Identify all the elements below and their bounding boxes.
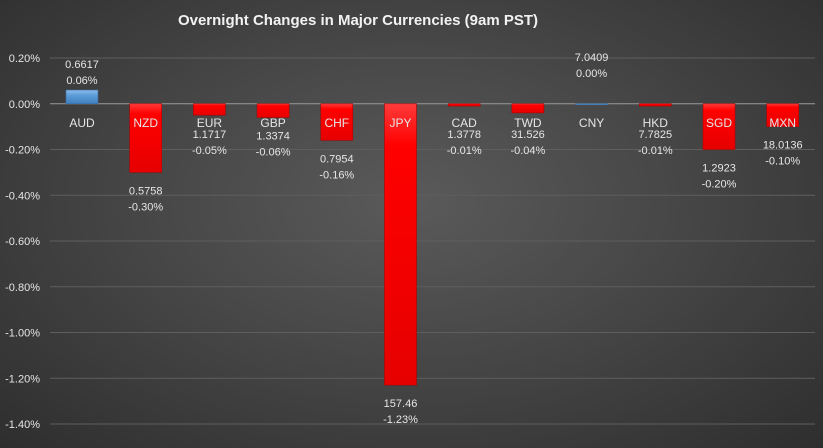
category-label: GBP	[260, 116, 285, 130]
rate-label: 7.7825	[638, 129, 672, 141]
category-label: SGD	[706, 116, 732, 130]
category-label: NZD	[133, 116, 158, 130]
value-label: -0.10%	[765, 156, 800, 168]
value-label: -0.04%	[510, 145, 545, 157]
rate-label: 1.3778	[447, 129, 481, 141]
chart-title: Overnight Changes in Major Currencies (9…	[178, 12, 538, 29]
bar-chf	[320, 103, 354, 141]
category-label: CAD	[452, 116, 478, 130]
value-label: -0.06%	[256, 146, 291, 158]
value-label: -0.16%	[319, 169, 354, 181]
rate-label: 18.0136	[763, 140, 803, 152]
bar-hkd	[638, 103, 672, 107]
y-tick-label: -0.60%	[5, 236, 40, 248]
rate-label: 157.46	[384, 398, 418, 410]
rate-label: 0.6617	[65, 59, 99, 71]
category-label: CNY	[579, 116, 604, 130]
rate-label: 0.7954	[320, 153, 354, 165]
category-label: EUR	[197, 116, 223, 130]
category-label: TWD	[514, 116, 542, 130]
rate-label: 1.1717	[193, 129, 227, 141]
value-label: -0.20%	[702, 179, 737, 191]
category-label: JPY	[389, 116, 411, 130]
y-tick-label: -1.00%	[5, 328, 40, 340]
bar-twd	[511, 103, 545, 114]
value-label: -0.30%	[128, 201, 163, 213]
y-tick-label: 0.20%	[9, 53, 40, 65]
category-label: AUD	[69, 116, 95, 130]
category-label: HKD	[643, 116, 669, 130]
bar-nzd	[129, 103, 162, 173]
y-tick-label: -1.20%	[5, 373, 40, 385]
rate-label: 1.3374	[256, 130, 290, 142]
bar-cad	[447, 103, 481, 107]
y-tick-label: 0.00%	[9, 99, 40, 111]
bar-sgd	[702, 103, 736, 150]
bar-jpy	[384, 103, 417, 386]
bar-aud	[65, 89, 99, 105]
category-label: CHF	[324, 116, 349, 130]
y-tick-label: -0.80%	[5, 282, 40, 294]
rate-label: 7.0409	[575, 52, 609, 64]
value-label: -0.01%	[447, 145, 482, 157]
bar-eur	[193, 103, 226, 116]
value-label: 0.00%	[576, 68, 607, 80]
value-label: -0.01%	[638, 145, 673, 157]
value-label: -1.23%	[383, 414, 418, 426]
rate-label: 1.2923	[702, 163, 736, 175]
rate-label: 0.5758	[129, 185, 163, 197]
rate-label: 31.526	[511, 129, 545, 141]
category-label: MXN	[769, 116, 796, 130]
value-label: -0.05%	[192, 145, 227, 157]
y-tick-label: -1.40%	[5, 419, 40, 431]
value-label: 0.06%	[66, 75, 97, 87]
bar-gbp	[256, 103, 290, 118]
bar-cny	[575, 103, 608, 106]
y-tick-label: -0.20%	[5, 145, 40, 157]
y-tick-label: -0.40%	[5, 190, 40, 202]
bar-mxn	[766, 103, 800, 127]
